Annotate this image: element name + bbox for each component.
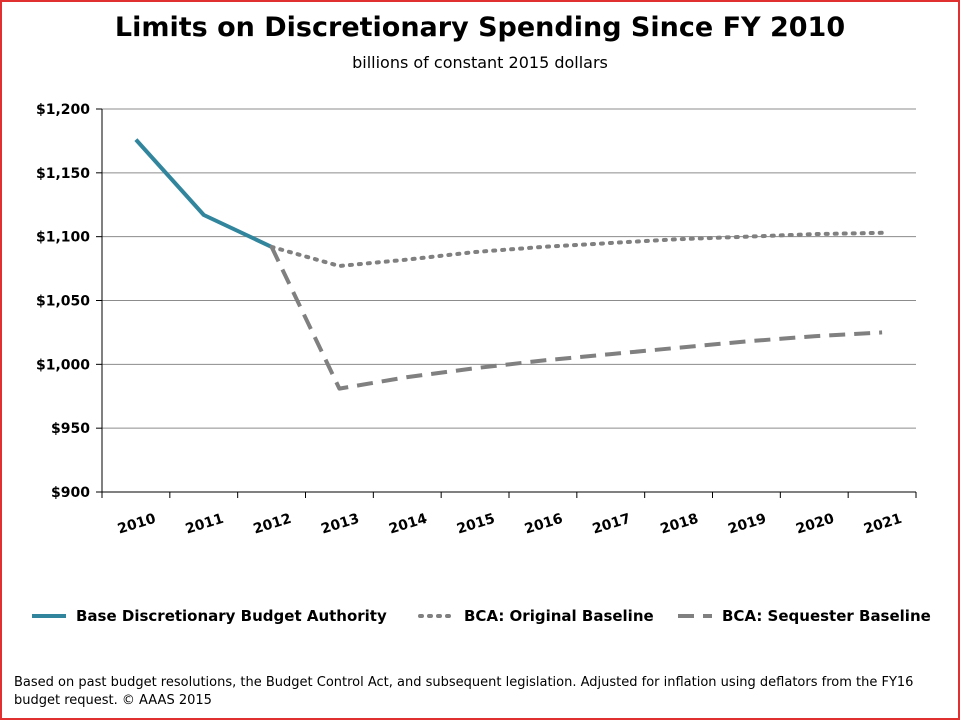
legend-item: BCA: Sequester Baseline [676,601,931,631]
y-tick-label: $1,050 [36,294,90,310]
chart-legend: Base Discretionary Budget Authority BCA: … [0,601,960,631]
x-tick-label: 2013 [319,511,361,538]
chart-subtitle: billions of constant 2015 dollars [352,53,608,72]
x-tick-label: 2016 [523,511,565,538]
y-tick-label: $1,200 [36,102,90,118]
legend-item: BCA: Original Baseline [418,601,654,631]
legend-label: Base Discretionary Budget Authority [76,607,387,625]
footnote: Based on past budget resolutions, the Bu… [14,675,914,708]
series-line-2 [269,230,885,268]
legend-swatch [678,614,712,618]
x-tick-label: 2017 [591,511,633,538]
y-tick-label: $900 [51,485,90,501]
legend-item: Base Discretionary Budget Authority [30,601,387,631]
legend-label: BCA: Sequester Baseline [722,607,931,625]
x-tick-label: 2019 [726,511,768,538]
y-tick-label: $1,150 [36,166,90,182]
x-tick-label: 2011 [184,511,226,538]
chart-title: Limits on Discretionary Spending Since F… [114,12,846,43]
x-tick-label: 2010 [116,511,158,538]
series-line-1 [134,138,273,249]
legend-label: BCA: Original Baseline [464,607,654,625]
chart-area: $900 $950 $1,000 $1,050 $1,100 $1,150 $1,200 20… [36,102,917,538]
x-tick-label: 2021 [862,511,904,538]
x-tick-label: 2014 [387,511,429,538]
x-tick-label: 2012 [251,511,293,538]
y-tick-label: $1,100 [36,230,90,246]
y-tick-label: $1,000 [36,357,90,373]
legend-swatch [418,614,456,618]
x-tick-label: 2020 [794,511,836,538]
x-tick-label: 2018 [658,511,700,538]
legend-swatch [32,614,66,618]
series-line-3 [269,246,883,391]
y-tick-label: $950 [51,421,90,437]
x-tick-label: 2015 [455,511,497,538]
